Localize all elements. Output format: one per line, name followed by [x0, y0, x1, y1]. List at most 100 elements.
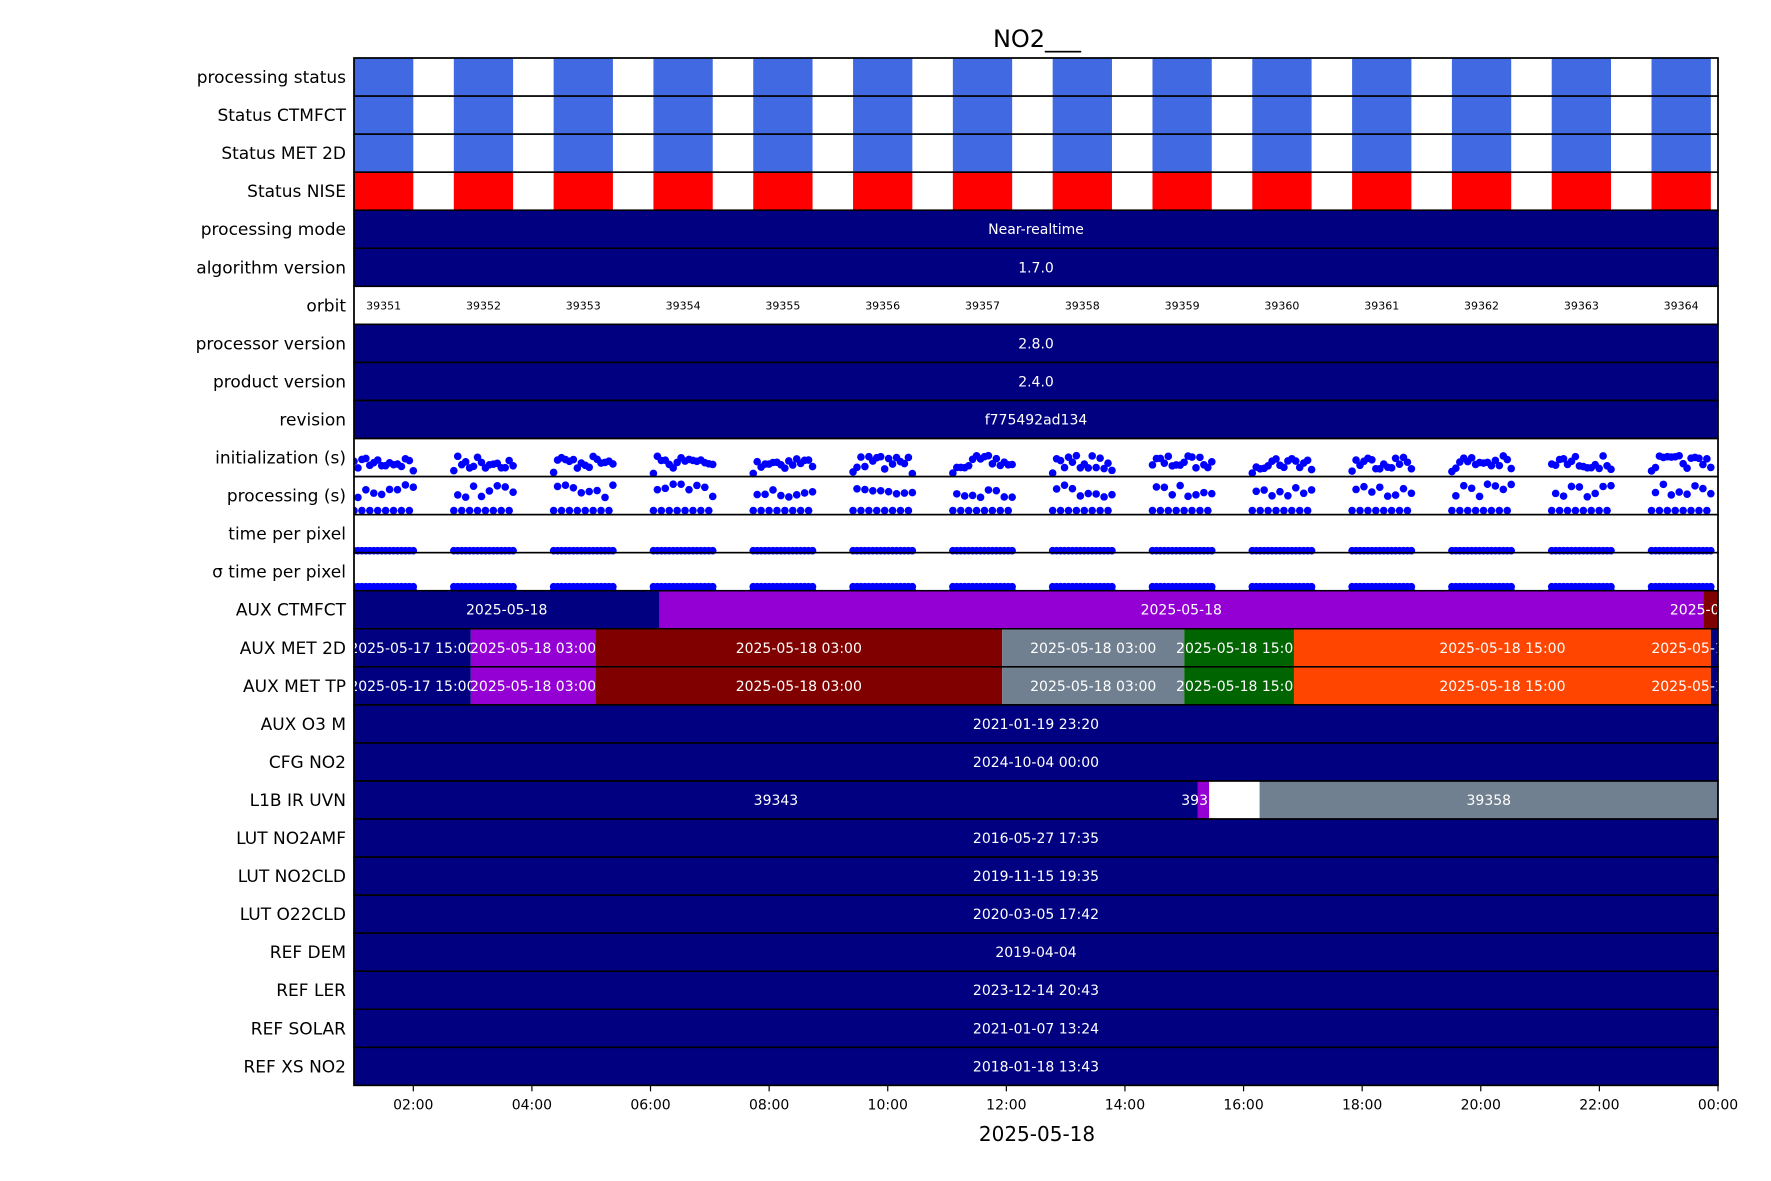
data-point: [1452, 492, 1460, 500]
data-point: [377, 490, 386, 499]
status-bar: [952, 58, 1013, 97]
data-point: [453, 491, 462, 499]
segment-label: 2025-05-18 03:00: [736, 641, 862, 657]
value-bar: [354, 819, 1718, 858]
data-point: [1204, 506, 1212, 515]
value-bar: [354, 362, 1718, 401]
status-bar: [453, 134, 514, 173]
data-point: [397, 462, 406, 471]
status-bar: [753, 172, 813, 211]
data-point: [904, 506, 913, 515]
data-point: [908, 469, 917, 478]
data-point: [1160, 483, 1169, 492]
data-point: [765, 506, 773, 515]
data-point: [808, 462, 817, 471]
status-bar: [1152, 58, 1212, 97]
status-bar: [653, 172, 713, 211]
x-axis-label: 2025-05-18: [979, 1122, 1095, 1146]
data-point: [1068, 458, 1077, 466]
status-bar: [753, 96, 813, 135]
segment-label: 2025-05-18 03:00: [1030, 679, 1156, 695]
status-bar: [553, 134, 613, 173]
row-label: processing (s): [227, 487, 346, 507]
status-bar: [952, 134, 1013, 173]
status-bar: [1451, 58, 1512, 97]
segment-bar: [1002, 628, 1185, 667]
data-point: [553, 482, 562, 491]
data-point: [808, 487, 817, 496]
data-point: [1295, 506, 1304, 515]
data-point: [1088, 506, 1097, 515]
data-point: [1491, 456, 1500, 465]
data-point: [1667, 491, 1676, 499]
status-bar: [1451, 96, 1512, 135]
row-label: REF LER: [276, 981, 346, 1001]
data-point: [1707, 489, 1715, 498]
data-point: [988, 506, 997, 515]
data-point: [976, 493, 985, 502]
x-tick-label: 10:00: [868, 1097, 908, 1113]
data-point: [1407, 464, 1416, 473]
orbit-label: 39353: [566, 299, 601, 312]
data-point: [653, 485, 662, 494]
value-bar: [354, 933, 1718, 972]
data-point: [1100, 493, 1108, 501]
data-point: [505, 456, 513, 465]
orbit-label: 39357: [965, 299, 1000, 312]
data-point: [777, 491, 785, 500]
data-point: [1207, 458, 1216, 466]
row-label: algorithm version: [196, 258, 346, 278]
data-point: [585, 487, 594, 496]
data-point: [465, 506, 474, 515]
data-point: [609, 460, 617, 468]
value-label: 2023-12-14 20:43: [973, 983, 1099, 999]
data-point: [1299, 489, 1308, 498]
status-bar: [853, 58, 913, 97]
data-point: [800, 489, 809, 497]
data-point: [1448, 506, 1456, 515]
data-point: [876, 486, 885, 495]
data-point: [900, 459, 909, 468]
data-point: [1467, 454, 1476, 462]
data-point: [1559, 492, 1568, 500]
data-point: [581, 506, 590, 515]
data-point: [1272, 455, 1280, 463]
segment-label: 2025-05-19 03:00: [1651, 679, 1771, 695]
data-point: [1284, 491, 1292, 500]
data-point: [1076, 492, 1085, 500]
data-point: [481, 506, 490, 515]
row-label: AUX CTMFCT: [236, 601, 347, 621]
data-point: [1695, 454, 1703, 463]
status-bar: [354, 134, 414, 173]
data-point: [1356, 506, 1364, 515]
data-point: [1375, 483, 1384, 492]
data-point: [1683, 490, 1691, 498]
data-point: [1456, 506, 1464, 515]
data-point: [849, 506, 857, 515]
data-point: [880, 465, 889, 473]
row-label: σ time per pixel: [212, 563, 346, 583]
segment-label: 2025-05-18 15:00: [1176, 641, 1302, 657]
data-point: [354, 493, 362, 502]
orbit-label: 39364: [1664, 299, 1699, 312]
orbit-label: 39354: [666, 299, 701, 312]
data-point: [1499, 485, 1508, 494]
row-label: processing mode: [201, 220, 346, 240]
value-label: 2.8.0: [1018, 336, 1054, 352]
value-label: 2.4.0: [1018, 374, 1054, 390]
data-point: [1387, 464, 1396, 472]
data-point: [964, 461, 973, 470]
data-point: [1360, 482, 1368, 491]
data-point: [857, 453, 865, 461]
data-point: [681, 506, 689, 515]
data-point: [1303, 456, 1312, 465]
value-label: 2020-03-05 17:42: [973, 907, 1099, 923]
data-point: [1399, 484, 1408, 493]
data-point: [1507, 480, 1516, 489]
data-point: [493, 481, 502, 490]
data-point: [373, 456, 382, 464]
x-tick-label: 08:00: [749, 1097, 789, 1113]
data-point: [792, 491, 801, 499]
data-point: [577, 488, 586, 497]
data-point: [1659, 480, 1668, 489]
